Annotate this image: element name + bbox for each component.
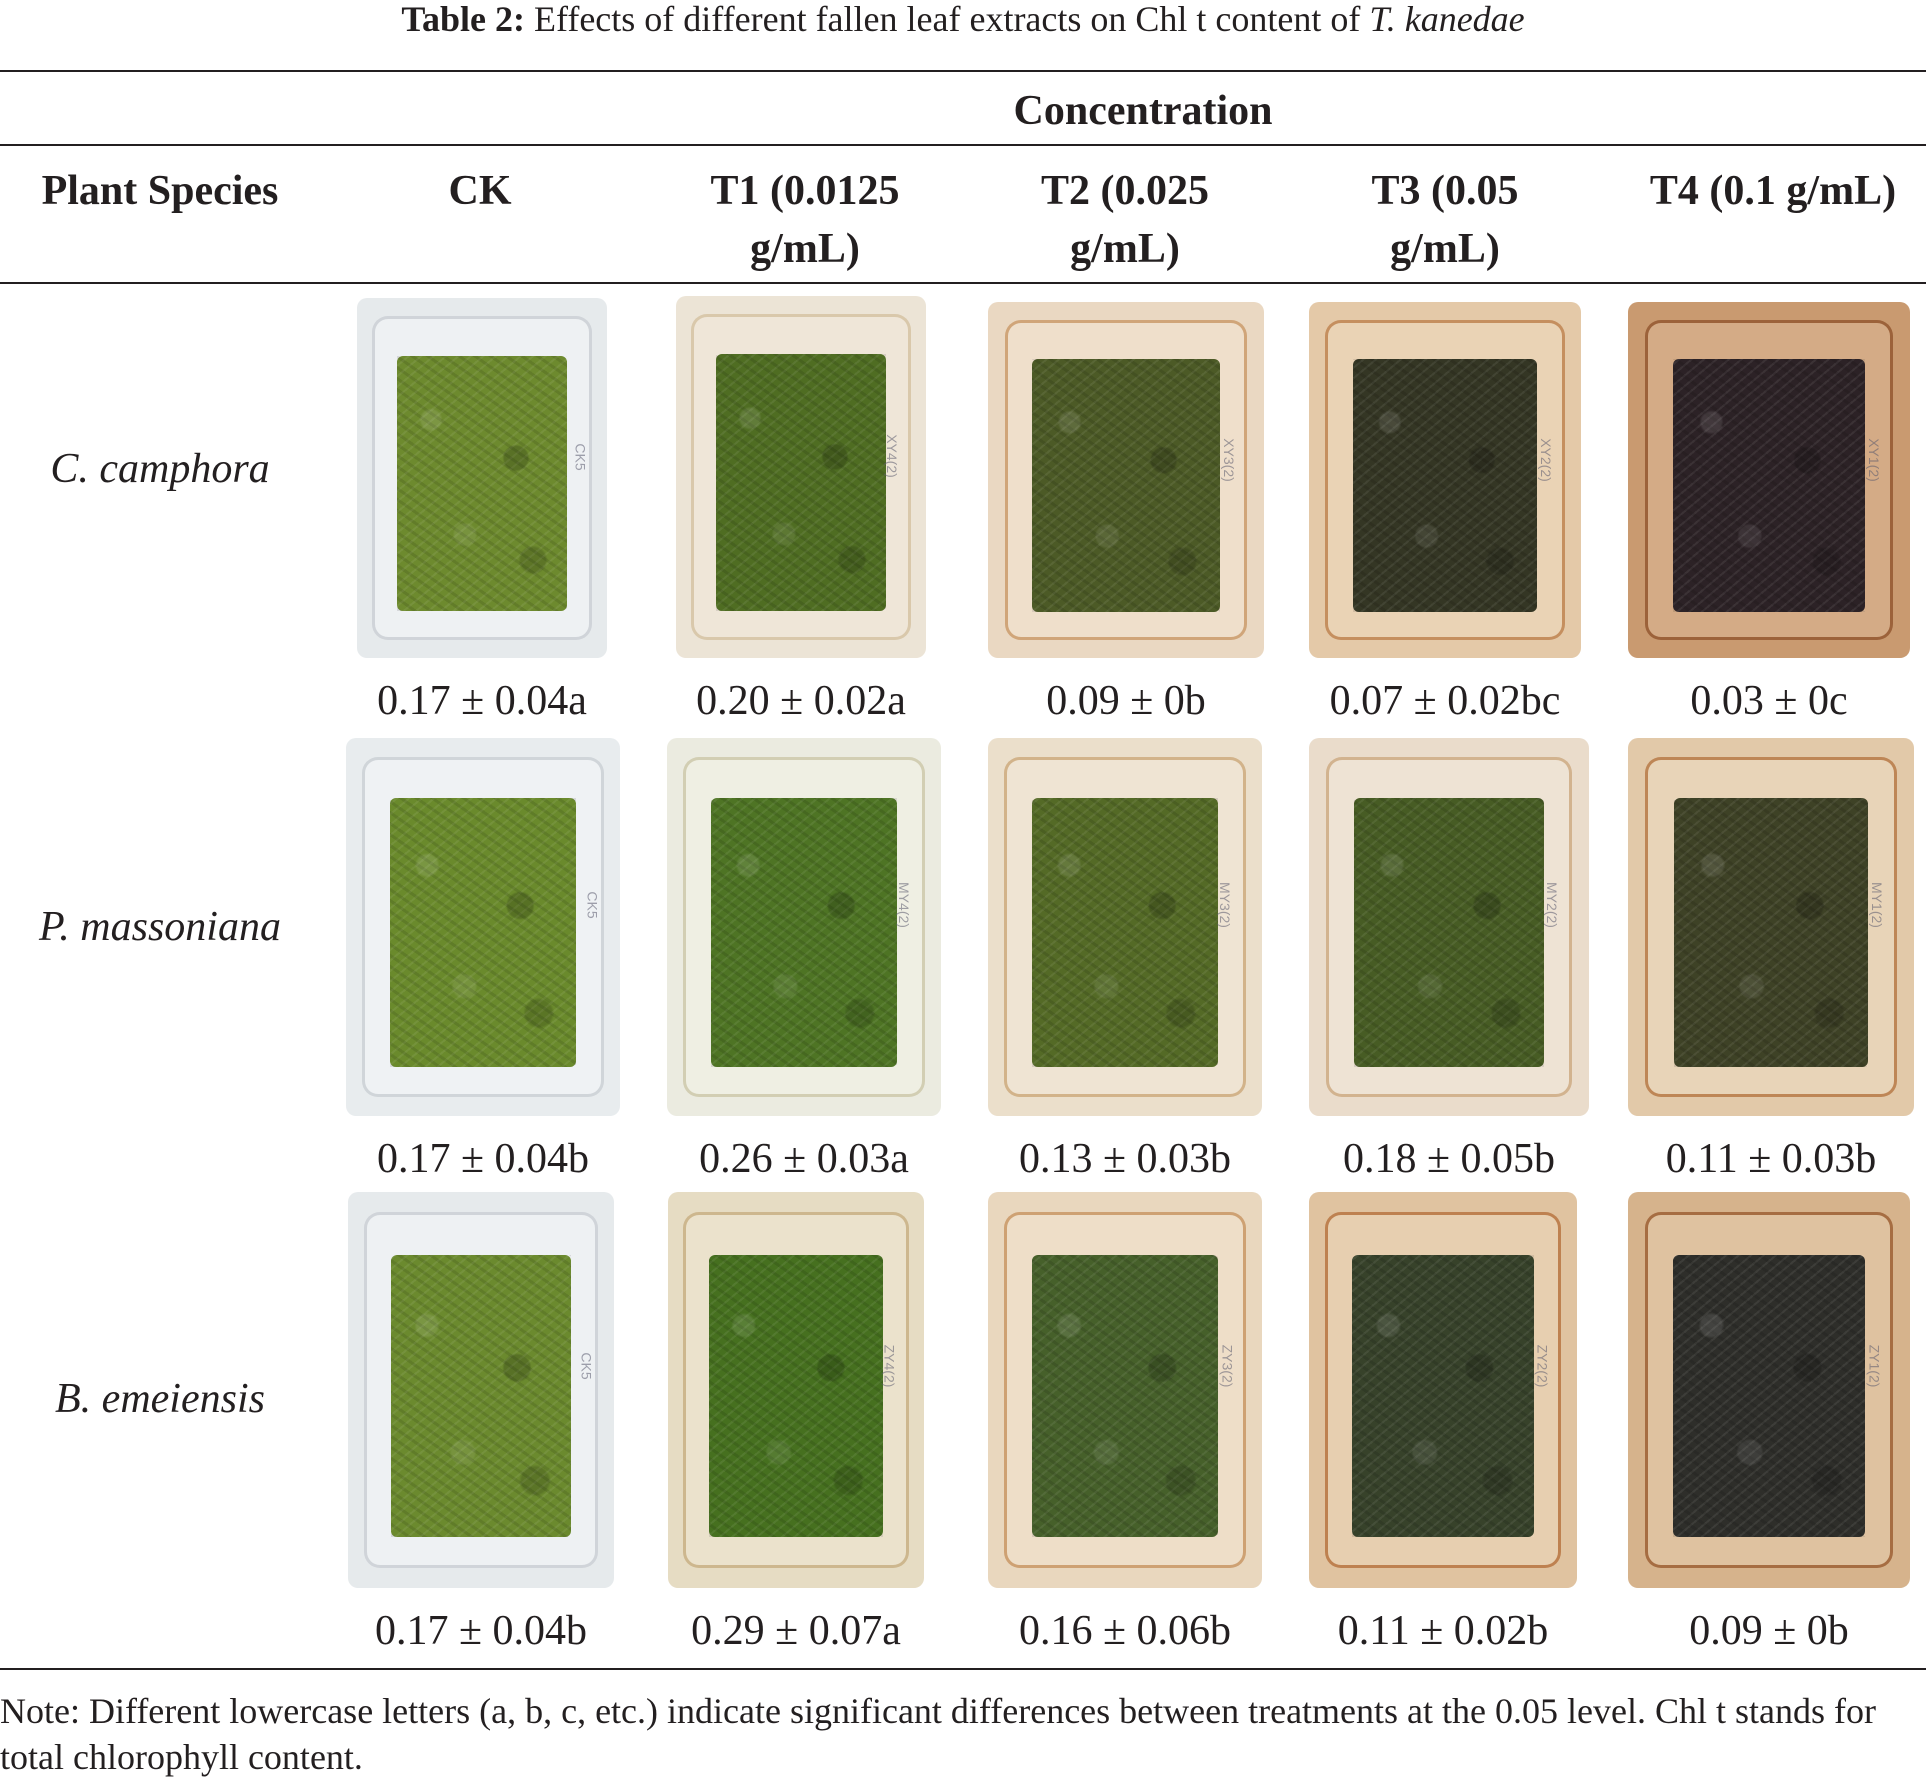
value-b-emeiensis-t3: 0.11 ± 0.02b [1337, 1608, 1549, 1654]
photo-c-camphora-t2: XY3(2) [988, 302, 1264, 658]
photo-p-massoniana-t1: MY4(2) [667, 738, 941, 1116]
value-b-emeiensis-ck: 0.17 ± 0.04b [374, 1608, 588, 1654]
header-mid-rule [0, 144, 1926, 146]
photo-b-emeiensis-t3: ZY2(2) [1309, 1192, 1577, 1588]
col-header-t4: T4 (0.1 g/mL) [1649, 168, 1897, 214]
value-p-massoniana-t3: 0.18 ± 0.05b [1342, 1136, 1556, 1182]
col-header-plant-species: Plant Species [41, 168, 279, 214]
caption-label: Table 2: [401, 0, 526, 39]
photo-b-emeiensis-t4: ZY1(2) [1628, 1192, 1910, 1588]
caption-species: T. kanedae [1369, 0, 1525, 39]
value-c-camphora-t1: 0.20 ± 0.02a [696, 678, 906, 724]
col-header-t1: T1 (0.0125 g/mL) [710, 168, 900, 272]
photo-b-emeiensis-t1: ZY4(2) [668, 1192, 924, 1588]
value-b-emeiensis-t4: 0.09 ± 0b [1689, 1608, 1849, 1654]
photo-c-camphora-t1: XY4(2) [676, 296, 926, 658]
photo-c-camphora-t3: XY2(2) [1309, 302, 1581, 658]
caption-text: Effects of different fallen leaf extract… [525, 0, 1370, 39]
col-header-t2: T2 (0.025 g/mL) [1041, 168, 1209, 272]
photo-b-emeiensis-t2: ZY3(2) [988, 1192, 1262, 1588]
value-b-emeiensis-t2: 0.16 ± 0.06b [1018, 1608, 1232, 1654]
photo-b-emeiensis-ck: CK5 [348, 1192, 614, 1588]
value-c-camphora-t2: 0.09 ± 0b [1046, 678, 1206, 724]
col-header-t3: T3 (0.05 g/mL) [1371, 168, 1519, 272]
species-p-massoniana: P. massoniana [39, 904, 281, 950]
photo-c-camphora-t4: XY1(2) [1628, 302, 1910, 658]
concentration-header: Concentration [1013, 88, 1273, 134]
value-p-massoniana-t1: 0.26 ± 0.03a [699, 1136, 909, 1182]
value-p-massoniana-t4: 0.11 ± 0.03b [1665, 1136, 1877, 1182]
top-rule [0, 70, 1926, 72]
photo-p-massoniana-t2: MY3(2) [988, 738, 1262, 1116]
species-b-emeiensis: B. emeiensis [55, 1376, 265, 1422]
value-c-camphora-ck: 0.17 ± 0.04a [377, 678, 587, 724]
value-c-camphora-t4: 0.03 ± 0c [1690, 678, 1848, 724]
value-p-massoniana-t2: 0.13 ± 0.03b [1018, 1136, 1232, 1182]
table-bottom-rule [0, 1668, 1926, 1670]
value-p-massoniana-ck: 0.17 ± 0.04b [376, 1136, 590, 1182]
photo-p-massoniana-t4: MY1(2) [1628, 738, 1914, 1116]
photo-p-massoniana-ck: CK5 [346, 738, 620, 1116]
photo-p-massoniana-t3: MY2(2) [1309, 738, 1589, 1116]
photo-c-camphora-ck: CK5 [357, 298, 607, 658]
table-caption: Table 2: Effects of different fallen lea… [0, 0, 1926, 40]
species-c-camphora: C. camphora [50, 446, 270, 492]
value-c-camphora-t3: 0.07 ± 0.02bc [1329, 678, 1561, 724]
header-bottom-rule [0, 282, 1926, 284]
col-header-ck: CK [448, 168, 512, 214]
table-note: Note: Different lowercase letters (a, b,… [0, 1691, 1876, 1777]
value-b-emeiensis-t1: 0.29 ± 0.07a [691, 1608, 901, 1654]
